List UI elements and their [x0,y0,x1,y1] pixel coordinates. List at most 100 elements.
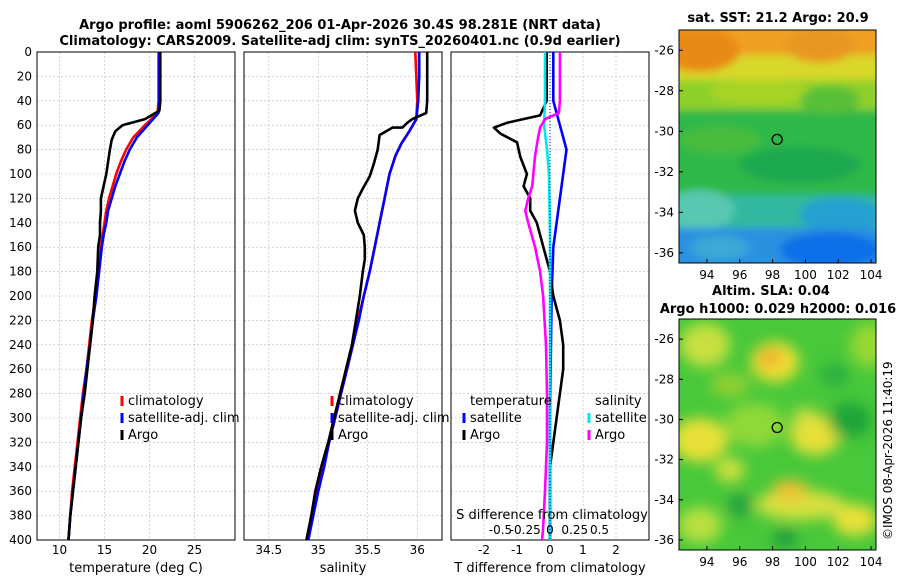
y-tick-label: 40 [17,94,32,108]
series-line-argo [67,52,162,541]
legend-title-salinity: salinity [595,394,642,409]
map-y-tick-label: -34 [654,493,674,507]
x-tick-label: 34.5 [255,543,282,557]
y-tick-label: 200 [9,289,32,303]
legend-label: Argo [595,428,625,443]
x-axis-label: temperature (deg C) [69,561,203,576]
axes-frame [243,51,443,541]
figure-title-line2: Climatology: CARS2009. Satellite-adj cli… [59,34,620,49]
map-x-tick-label: 104 [860,268,883,282]
legend-label: satellite [470,411,522,426]
sla-argo-position-marker [771,421,783,434]
x-tick-label: 1 [579,543,587,557]
y-tick-label: 60 [17,118,32,132]
x-tick-label: 35.5 [354,543,381,557]
legend-label: climatology [338,394,414,409]
x-tick-label: 0 [546,543,554,557]
sla-map: 94 96 98 100 102 104 -26 -28 -30 -32 -34 -36 [654,318,883,569]
y-tick-label: 20 [17,69,32,83]
s-axis-label: S difference from climatology [456,508,648,523]
y-tick-label: 160 [9,240,32,254]
legend-label: satellite-adj. clim [128,411,240,426]
y-tick-label: 260 [9,362,32,376]
x-tick-label: 36 [410,543,425,557]
s-axis-tick-label: 0 [546,523,554,537]
map-y-tick-label: -26 [654,43,674,57]
map-y-tick-label: -28 [654,84,674,98]
x-tick-label: 20 [142,543,157,557]
map-y-tick-label: -34 [654,205,674,219]
y-tick-label: 100 [9,167,32,181]
s-axis-tick-label: 0.25 [561,523,588,537]
axes-frame [36,51,236,541]
y-tick-label: 340 [9,460,32,474]
map-x-tick-label: 100 [794,268,817,282]
series-line-temperature-argo [492,52,565,540]
map-y-tick-label: -36 [654,533,674,547]
x-axis-label: T difference from climatology [453,561,646,576]
map-y-tick-label: -30 [654,124,674,138]
map-x-tick-label: 98 [765,268,780,282]
y-tick-label: 220 [9,313,32,327]
x-tick-label: -2 [478,543,490,557]
sla-map-title-line2: Argo h1000: 0.029 h2000: 0.016 [660,302,896,317]
map-x-tick-label: 100 [794,555,817,569]
x-tick-label: 15 [97,543,112,557]
sst-map: 94 96 98 100 102 104 -26 -28 -30 -32 -34 -36 [654,29,883,282]
x-tick-label: 35 [311,543,326,557]
legend-label: Argo [338,428,368,443]
y-tick-label: 80 [17,143,32,157]
y-tick-label: 400 [9,533,32,547]
s-axis-tick-label: 0.5 [590,523,609,537]
y-tick-label: 180 [9,265,32,279]
map-x-tick-label: 94 [699,268,714,282]
sla-map-axes: 94 96 98 100 102 104 -26 -28 -30 -32 -34 -36 [654,332,882,569]
figure-title-line1: Argo profile: aoml 5906262_206 01-Apr-20… [79,18,601,33]
map-x-tick-label: 98 [765,555,780,569]
map-y-tick-label: -32 [654,453,674,467]
legend-label: Argo [470,428,500,443]
y-tick-label: 380 [9,509,32,523]
map-x-tick-label: 94 [699,555,714,569]
x-tick-label: 2 [612,543,620,557]
legend-title-temperature: temperature [470,394,552,409]
map-x-tick-label: 102 [827,555,850,569]
y-tick-label: 0 [24,45,32,59]
s-axis-tick-label: -0.5 [489,523,512,537]
sst-map-axes: 94 96 98 100 102 104 -26 -28 -30 -32 -34 -36 [654,43,882,282]
map-y-tick-label: -28 [654,372,674,386]
x-tick-label: 10 [52,543,67,557]
y-tick-label: 300 [9,411,32,425]
x-tick-label: -1 [511,543,523,557]
series-line-argo [305,52,429,541]
legend-label: climatology [128,394,204,409]
sla-map-title-line1: Altim. SLA: 0.04 [712,284,830,299]
y-tick-label: 280 [9,387,32,401]
y-tick-label: 320 [9,435,32,449]
series-line-salinity-satellite [542,52,552,540]
map-y-tick-label: -32 [654,165,674,179]
y-tick-label: 360 [9,484,32,498]
map-x-tick-label: 104 [860,555,883,569]
legend-label: satellite-adj. clim [338,411,450,426]
sst-map-title: sat. SST: 21.2 Argo: 20.9 [687,11,868,26]
series-line-salinity-argo [524,52,562,541]
y-tick-label: 140 [9,216,32,230]
legend-label: Argo [128,428,158,443]
map-y-tick-label: -26 [654,332,674,346]
series-line-satellite-adj-clim [307,52,421,541]
sst-argo-position-marker [771,133,783,146]
map-x-tick-label: 102 [827,268,850,282]
x-axis-label: salinity [320,561,367,576]
map-x-tick-label: 96 [732,555,747,569]
y-tick-label: 120 [9,191,32,205]
x-tick-label: 25 [187,543,202,557]
temperature-profile-chart: 10 15 20 25 0 20 40 60 80 100 120 140 160 180 200 220 24… [9,45,240,576]
map-y-tick-label: -36 [654,246,674,260]
salinity-profile-chart: 34.5 35 35.5 36 salinity climatology satellite… [243,51,450,576]
s-axis-tick-label: -0.25 [510,523,541,537]
y-tick-label: 240 [9,338,32,352]
copyright-footer: ©IMOS 08-Apr-2026 11:40:19 [881,361,895,540]
